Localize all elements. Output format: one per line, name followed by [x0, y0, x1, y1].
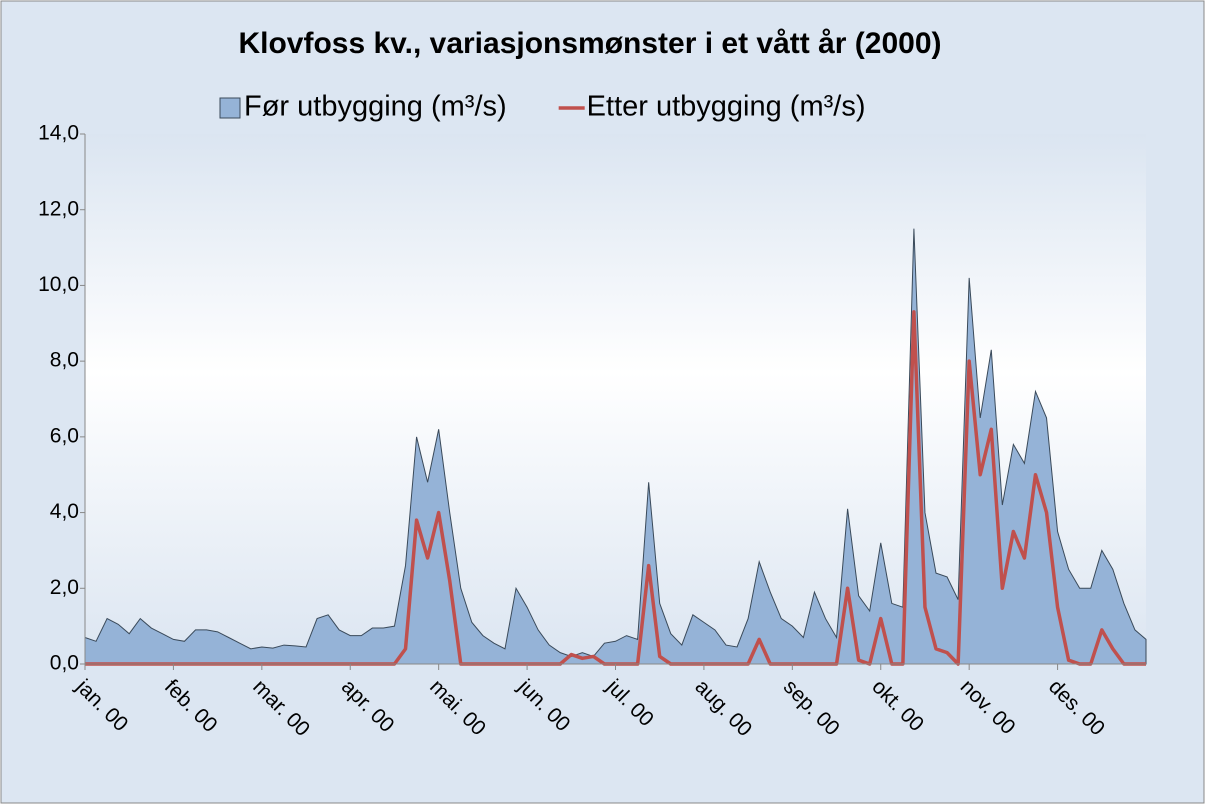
legend-label: Før utbygging (m³/s) — [244, 91, 507, 123]
y-tick-label: 6,0 — [50, 424, 79, 447]
legend-swatch — [219, 97, 241, 119]
y-tick-label: 12,0 — [38, 197, 79, 220]
chart-title: Klovfoss kv., variasjonsmønster i et våt… — [238, 27, 941, 60]
y-tick-label: 4,0 — [50, 500, 79, 523]
legend-label: Etter utbygging (m³/s) — [587, 91, 866, 123]
y-tick-label: 0,0 — [50, 652, 79, 675]
y-tick-label: 8,0 — [50, 349, 79, 372]
y-tick-label: 2,0 — [50, 576, 79, 599]
y-tick-label: 14,0 — [38, 122, 79, 145]
area — [84, 228, 1147, 665]
y-tick-label: 10,0 — [38, 273, 79, 296]
